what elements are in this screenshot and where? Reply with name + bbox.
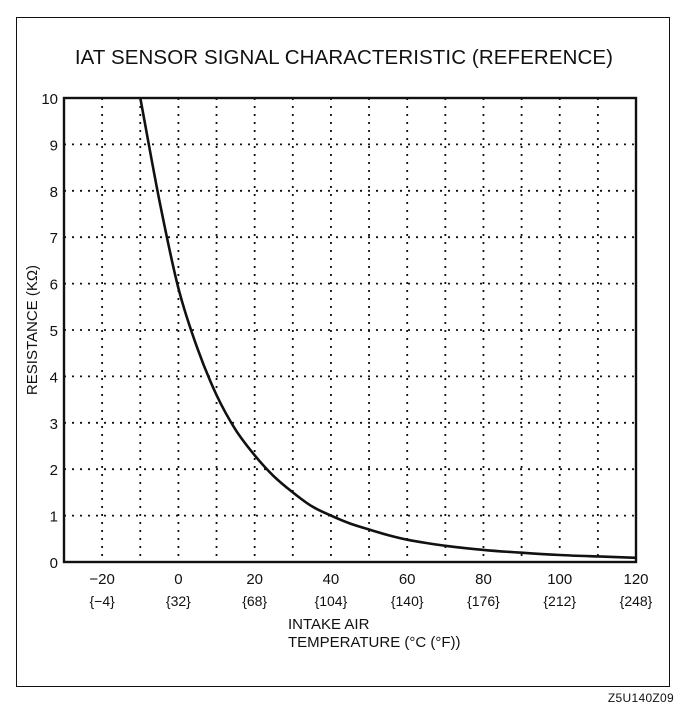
x-axis-label-line2: TEMPERATURE (°C (°F)) xyxy=(288,634,461,651)
plot-area-border xyxy=(62,96,638,564)
x-tick-label-fahrenheit: {32} xyxy=(166,593,191,609)
resistance-curve xyxy=(139,97,637,560)
y-tick-label: 5 xyxy=(50,323,58,340)
x-tick-label-celsius: 40 xyxy=(323,571,340,588)
tick-labels: 0 1 2 3 4 5 6 7 8 9 10 −20 {−4} 0 {32} 20 {68} 40 {104} 60 {… xyxy=(41,91,652,609)
y-tick-label: 1 xyxy=(50,509,58,526)
y-tick-label: 10 xyxy=(41,91,58,108)
y-tick-label: 3 xyxy=(50,416,58,433)
y-tick-label: 2 xyxy=(50,462,58,479)
y-tick-label: 8 xyxy=(50,184,58,201)
y-tick-label: 7 xyxy=(50,230,58,247)
x-tick-label-fahrenheit: {−4} xyxy=(89,593,115,609)
y-tick-label: 6 xyxy=(50,277,58,294)
x-tick-label-fahrenheit: {212} xyxy=(543,593,576,609)
x-tick-label-fahrenheit: {140} xyxy=(391,593,424,609)
x-tick-label-celsius: 60 xyxy=(399,571,416,588)
y-axis-label: RESISTANCE (KΩ) xyxy=(24,265,41,395)
x-tick-label-celsius: −20 xyxy=(89,571,114,588)
y-tick-label: 9 xyxy=(50,137,58,154)
x-tick-label-fahrenheit: {176} xyxy=(467,593,500,609)
x-tick-label-fahrenheit: {248} xyxy=(620,593,653,609)
figure-frame xyxy=(16,17,670,687)
y-tick-label: 4 xyxy=(50,369,58,386)
x-tick-label-fahrenheit: {104} xyxy=(315,593,348,609)
series-layer xyxy=(139,97,637,560)
x-tick-label-celsius: 80 xyxy=(475,571,492,588)
grid-lines xyxy=(64,98,636,562)
y-tick-label: 0 xyxy=(50,555,58,572)
x-axis-label-line1: INTAKE AIR xyxy=(288,616,370,633)
x-tick-label-celsius: 120 xyxy=(623,571,648,588)
x-tick-label-celsius: 20 xyxy=(246,571,263,588)
chart-title: IAT SENSOR SIGNAL CHARACTERISTIC (REFERE… xyxy=(74,46,614,69)
x-tick-label-fahrenheit: {68} xyxy=(242,593,267,609)
figure-code: Z5U140Z09 xyxy=(607,691,674,705)
x-tick-label-celsius: 0 xyxy=(174,571,182,588)
x-tick-label-celsius: 100 xyxy=(547,571,572,588)
